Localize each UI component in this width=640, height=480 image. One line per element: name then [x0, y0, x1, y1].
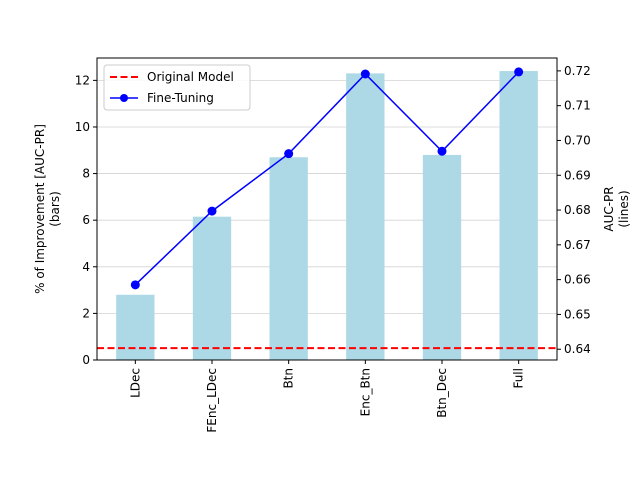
left-axis-label-line-0: % of Improvement [AUC-PR]: [33, 124, 47, 294]
point-Enc_Btn: [360, 69, 370, 79]
left-tick-label-6: 12: [75, 73, 90, 87]
left-tick-label-3: 6: [82, 213, 90, 227]
grid-layer: [97, 79, 557, 361]
bar-LDec: [116, 294, 155, 360]
fine-tuning-line-layer: [130, 67, 524, 290]
left-tick-label-5: 10: [75, 120, 90, 134]
legend-marker-1: [120, 94, 128, 102]
bar-Btn: [269, 157, 308, 360]
left-tick-label-0: 0: [82, 353, 90, 367]
point-Btn: [284, 149, 294, 159]
bar-Enc_Btn: [346, 73, 385, 360]
left-tick-label-1: 2: [82, 306, 90, 320]
right-tick-label-1: 0.65: [564, 307, 591, 321]
point-FEnc_LDec: [207, 206, 217, 216]
right-tick-label-2: 0.66: [564, 273, 591, 287]
legend: Original Model Fine-Tuning: [103, 64, 251, 111]
fine-tuning-line: [134, 71, 520, 286]
legend-label-1: Fine-Tuning: [147, 91, 214, 105]
legend-box: [103, 64, 251, 111]
right-tick-label-3: 0.67: [564, 238, 591, 252]
x-tick-label-Btn: Btn: [282, 368, 296, 389]
bar-Btn_Dec: [422, 154, 462, 360]
right-tick-label-4: 0.68: [564, 203, 591, 217]
left-axis-label: % of Improvement [AUC-PR](bars): [33, 124, 62, 294]
bar-Full: [499, 71, 538, 361]
x-tick-label-FEnc_LDec: FEnc_LDec: [205, 368, 219, 433]
point-LDec: [130, 280, 140, 290]
x-tick-label-Full: Full: [512, 368, 526, 389]
x-tick-label-LDec: LDec: [128, 368, 142, 398]
left-tick-label-4: 8: [82, 167, 90, 181]
right-tick-label-8: 0.72: [564, 64, 591, 78]
legend-label-0: Original Model: [147, 70, 234, 84]
point-Btn_Dec: [437, 146, 447, 156]
right-tick-label-7: 0.71: [564, 99, 591, 113]
x-tick-label-Enc_Btn: Enc_Btn: [358, 368, 372, 416]
x-tick-label-Btn_Dec: Btn_Dec: [435, 368, 449, 418]
bars-layer: [116, 71, 538, 361]
right-axis-label: AUC-PR(lines): [602, 186, 631, 231]
left-axis-label-line-1: (bars): [48, 191, 62, 227]
right-tick-label-6: 0.70: [564, 133, 591, 147]
right-tick-label-5: 0.69: [564, 168, 591, 182]
axes-layer: 0 2 4 6 8 10 12 0.64 0.65 0.66 0.67 0.68 0.69 0.70 0.7…: [33, 57, 631, 433]
left-tick-label-2: 4: [82, 260, 90, 274]
plot-frame: [96, 57, 558, 361]
point-Full: [514, 67, 524, 77]
right-axis-label-line-0: AUC-PR: [602, 186, 616, 231]
right-axis-label-line-1: (lines): [617, 190, 631, 227]
right-tick-label-0: 0.64: [564, 342, 591, 356]
bar-FEnc_LDec: [192, 216, 232, 360]
